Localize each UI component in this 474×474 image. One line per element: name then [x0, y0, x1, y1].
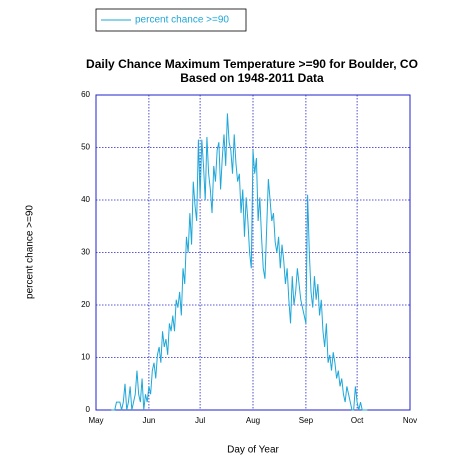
y-tick-label: 60 [81, 90, 90, 99]
x-tick-label: Aug [246, 416, 260, 425]
data-line [111, 113, 368, 411]
y-tick-label: 20 [81, 300, 90, 309]
plot-frame [95, 94, 411, 411]
x-tick-label: Nov [403, 416, 417, 425]
x-tick-label: Jun [142, 416, 155, 425]
legend-box [95, 8, 247, 32]
y-tick-label: 30 [81, 248, 90, 257]
legend-label: percent chance >=90 [135, 15, 229, 26]
chart-title: Daily Chance Maximum Temperature >=90 fo… [86, 57, 418, 71]
x-tick-label: Sep [299, 416, 314, 425]
y-tick-label: 40 [81, 195, 90, 204]
y-axis-label: percent chance >=90 [25, 205, 36, 299]
y-tick-label: 0 [86, 405, 91, 414]
x-tick-label: Oct [351, 416, 364, 425]
x-axis-label: Day of Year [227, 445, 279, 456]
x-tick-label: May [88, 416, 103, 425]
x-tick-label: Jul [195, 416, 205, 425]
y-tick-label: 50 [81, 143, 90, 152]
chart-subtitle: Based on 1948-2011 Data [180, 71, 324, 85]
y-tick-label: 10 [81, 353, 90, 362]
